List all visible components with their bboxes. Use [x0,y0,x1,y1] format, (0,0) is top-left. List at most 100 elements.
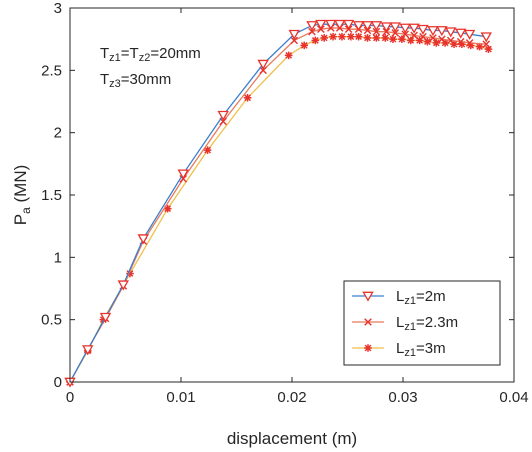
x-marker-stroke [446,36,455,45]
data-point [342,19,355,30]
legend-entry[interactable]: Lz1=3m [352,340,446,359]
series-line [69,27,487,383]
y-axis-label: Pa (MN) [11,165,33,226]
asterisk-stroke [450,40,458,48]
asterisk-stroke [204,146,212,154]
asterisk-stroke [311,37,319,44]
y-tick-label: 0.5 [41,312,62,329]
legend-label: Lz1=2.3m [396,314,458,333]
data-point [372,34,381,42]
legend-marker [364,318,372,326]
x-marker-stroke [429,34,437,42]
data-point [399,23,411,34]
annotation-line: Tz3=30mm [100,71,171,90]
data-point [410,31,418,40]
asterisk-stroke [244,94,251,102]
data-point [334,19,346,30]
data-point [320,34,328,42]
y-tick-label: 2.5 [41,62,62,79]
asterisk-stroke [300,42,308,49]
data-point [427,26,439,37]
data-point [432,39,441,47]
y-tick-label: 0 [54,374,62,391]
asterisk-stroke [441,39,449,47]
asterisk-stroke [424,38,431,46]
asterisk-stroke [476,43,483,51]
asterisk-stroke [389,35,397,43]
x-marker-stroke [391,29,400,37]
data-point [257,59,269,70]
data-point [203,146,212,154]
x-tick-label: 0.02 [277,389,306,406]
series-layer [64,19,493,388]
data-point [389,22,401,33]
legend[interactable]: Lz1=2m Lz1=2.3m Lz1=3m [343,280,501,366]
data-point [381,34,390,42]
x-marker-stroke [259,66,267,75]
legend-entry[interactable]: Lz1=2.3m [352,314,458,333]
asterisk-stroke [320,34,328,42]
data-point [456,37,465,46]
legend-entry[interactable]: Lz1=2m [352,288,446,307]
asterisk-stroke [381,34,389,42]
x-marker-stroke [219,117,227,126]
annotation-text: Tz1=Tz2=20mm Tz3=30mm [100,45,201,90]
data-point [311,36,320,45]
x-tick-label: 0 [66,389,74,406]
x-tick-label: 0.03 [388,389,417,406]
asterisk-stroke [164,205,172,213]
data-point [284,51,293,60]
data-point [82,345,94,356]
data-point [338,32,346,41]
data-point [429,34,437,42]
x-marker-stroke [456,37,465,46]
data-point [177,169,189,180]
data-point [290,36,299,45]
data-point [352,21,365,32]
data-point [243,93,252,102]
data-point [300,41,309,50]
series-1 [64,19,492,388]
asterisk-stroke [285,51,293,59]
x-marker-stroke [401,30,410,38]
asterisk-stroke [329,33,337,41]
data-point [354,32,363,41]
asterisk-stroke [338,33,346,41]
data-point [363,34,372,42]
x-marker-stroke [419,32,427,41]
axes: 0 0.01 0.02 0.03 0.04 0 0.5 1 1.5 2 2.5 3 [41,0,528,406]
data-point [445,27,457,38]
asterisk-stroke [372,34,380,42]
data-point [325,19,337,30]
data-point [329,32,337,41]
data-point [454,28,467,39]
data-point [308,27,316,36]
data-point [163,204,172,213]
data-point [315,19,327,30]
x-marker-stroke [290,36,299,45]
data-point [465,39,474,47]
data-point [391,29,400,37]
data-point [417,24,429,35]
asterisk-stroke [432,39,440,47]
legend-marker [364,344,372,352]
x-marker-stroke [364,318,372,326]
data-point [463,29,476,40]
data-point [99,312,112,323]
y-tick-label: 3 [54,0,62,17]
data-point [347,32,355,41]
data-point [438,35,446,43]
x-marker-stroke [410,31,418,40]
data-point [117,280,130,291]
data-point [288,29,300,40]
data-point [480,32,492,43]
data-point [419,32,427,41]
asterisk-stroke [407,37,415,44]
data-point [306,21,318,32]
x-marker-stroke [482,40,491,48]
data-point [370,21,383,32]
asterisk-stroke [364,34,371,42]
legend-label: Lz1=2m [396,288,446,307]
data-point [398,35,406,43]
